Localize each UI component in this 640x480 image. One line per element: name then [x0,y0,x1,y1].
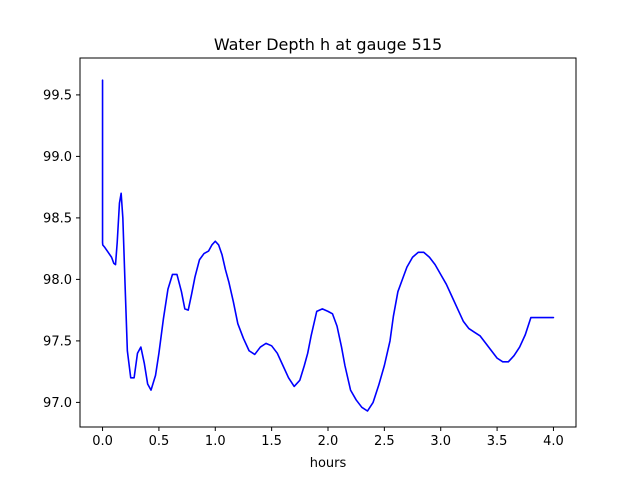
x-axis-label: hours [310,456,347,471]
x-tick-label: 3.5 [487,434,508,449]
y-tick-label: 99.0 [43,150,72,165]
x-tick-label: 0.5 [149,434,170,449]
x-tick-label: 0.0 [92,434,113,449]
x-tick-label: 1.5 [261,434,282,449]
x-tick-label: 3.0 [430,434,451,449]
x-tick-label: 1.0 [205,434,226,449]
series-line-1 [101,79,555,412]
axes: 0.0 0.5 1.0 1.5 2.0 2.5 3.0 3.5 4.0 97.0 97.5 98.0 9… [43,57,577,449]
y-tick-label: 98.0 [43,273,72,288]
plot-area [101,79,555,412]
y-tick-label: 97.5 [43,334,72,349]
y-tick-label: 98.5 [43,211,72,226]
x-tick-label: 2.0 [318,434,339,449]
y-tick-label: 99.5 [43,88,72,103]
x-tick-label: 2.5 [374,434,395,449]
chart-title: Water Depth h at gauge 515 [214,35,442,54]
x-tick-label: 4.0 [543,434,564,449]
y-tick-label: 97.0 [43,396,72,411]
